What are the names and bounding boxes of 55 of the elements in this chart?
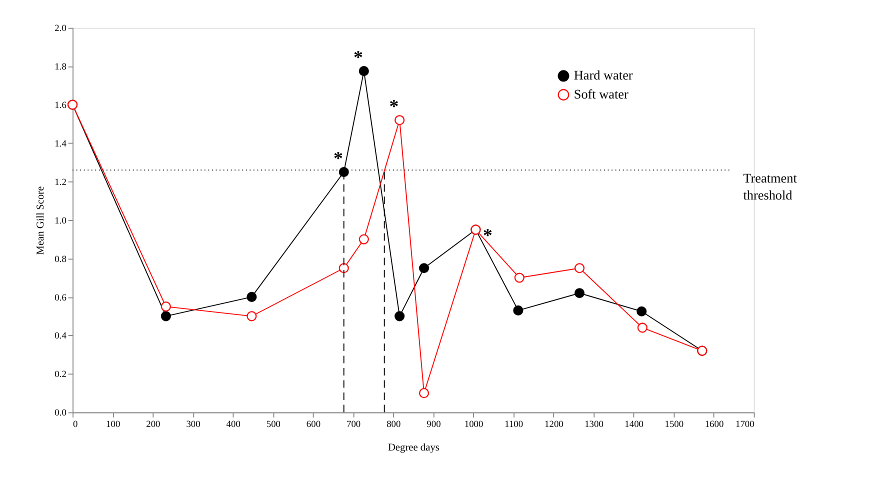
- annotation: *: [354, 48, 363, 69]
- x-tick-label: 500: [266, 420, 281, 430]
- legend-label: Soft water: [574, 86, 630, 102]
- x-tick-label: 1600: [704, 420, 724, 430]
- y-axis-title: Mean Gill Score: [35, 186, 46, 255]
- annotation: *: [482, 225, 492, 246]
- point: [574, 263, 585, 274]
- point: [160, 311, 171, 322]
- y-tick-label: 0.4: [54, 332, 67, 342]
- y-tick-label: 0.0: [54, 408, 67, 419]
- x-tick-label: 600: [306, 420, 321, 430]
- ref-line-label: Treatment threshold: [743, 170, 798, 202]
- x-tick-label: 1100: [504, 420, 524, 430]
- point: [513, 305, 524, 316]
- point: [637, 322, 648, 333]
- point: [338, 263, 349, 274]
- y-tick-label: 1.8: [54, 62, 67, 73]
- y-tick-label: 1.4: [54, 139, 67, 150]
- x-tick-label: 1400: [624, 420, 644, 430]
- x-tick-label: 1300: [584, 420, 604, 430]
- x-tick-label: 1200: [544, 420, 564, 430]
- y-tick-label: 2.0: [54, 24, 67, 34]
- x-tick-label: 200: [146, 420, 161, 430]
- point: [394, 311, 405, 322]
- x-tick-label: 700: [346, 420, 361, 430]
- x-axis-title: Degree days: [388, 442, 440, 454]
- point: [160, 302, 171, 312]
- y-tick-label: 1.2: [54, 178, 67, 188]
- y-tick-label: 1.0: [54, 216, 67, 226]
- point: [636, 306, 647, 316]
- point: [246, 311, 257, 322]
- point: [418, 388, 430, 398]
- point: [394, 115, 405, 126]
- point: [418, 263, 430, 274]
- x-tick-label: 900: [426, 420, 442, 430]
- y-tick-label: 0.6: [54, 293, 67, 304]
- point: [358, 66, 369, 76]
- y-tick-label: 1.6: [54, 101, 67, 112]
- legend-label: Hard water: [574, 68, 634, 83]
- x-tick-label: 100: [106, 420, 120, 430]
- annotation: *: [334, 148, 343, 170]
- point: [246, 292, 257, 302]
- x-tick-label: 1000: [464, 420, 484, 430]
- annotation: *: [389, 96, 399, 118]
- x-tick-label: 400: [226, 420, 241, 430]
- point: [574, 288, 585, 298]
- x-tick-label: 1700: [736, 420, 755, 430]
- y-tick-label: 0.8: [54, 254, 67, 265]
- x-tick-label: 300: [186, 420, 201, 430]
- x-tick-label: 1500: [664, 420, 684, 430]
- x-tick-label: 800: [386, 420, 401, 430]
- point: [514, 272, 524, 283]
- point: [358, 234, 369, 244]
- y-tick-label: 0.2: [54, 370, 67, 380]
- x-tick-label: 0: [73, 420, 78, 430]
